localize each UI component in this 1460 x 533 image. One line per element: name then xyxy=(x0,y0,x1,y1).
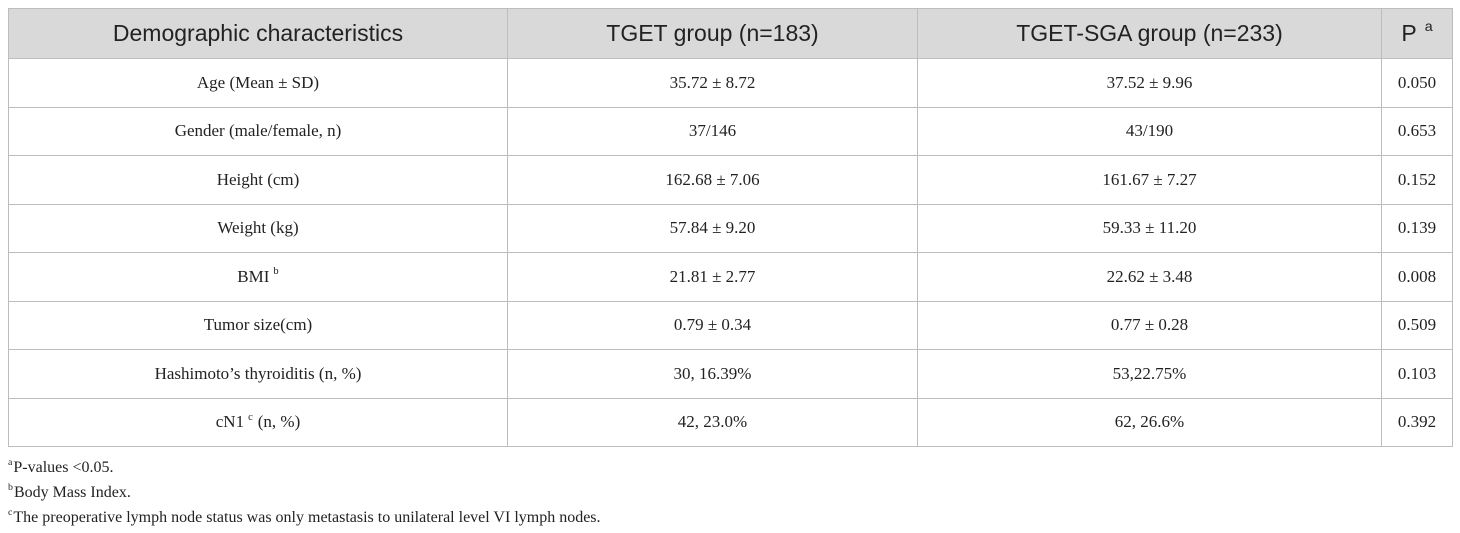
cell: 62, 26.6% xyxy=(917,397,1382,447)
label-text: Tumor size(cm) xyxy=(203,315,313,335)
row-label: Weight (kg) xyxy=(8,203,508,253)
cell: 59.33 ± 11.20 xyxy=(917,203,1382,253)
row-label: BMI b xyxy=(8,252,508,302)
cell: 0.103 xyxy=(1381,349,1453,399)
label-text: Hashimoto’s thyroiditis (n, %) xyxy=(154,363,362,383)
cell: 37/146 xyxy=(507,106,918,156)
cell: 42, 23.0% xyxy=(507,397,918,447)
cell: 162.68 ± 7.06 xyxy=(507,155,918,205)
footnote-text: The preoperative lymph node status was o… xyxy=(13,509,601,526)
header-cell: TGET group (n=183) xyxy=(507,8,918,59)
table-row: cN1 c (n, %) 42, 23.0% 62, 26.6% 0.392 xyxy=(8,397,1453,447)
row-label: Hashimoto’s thyroiditis (n, %) xyxy=(8,349,508,399)
cell: 0.653 xyxy=(1381,106,1453,156)
label-text: cN1 xyxy=(215,412,245,432)
table-row: Age (Mean ± SD) 35.72 ± 8.72 37.52 ± 9.96 0… xyxy=(8,58,1453,108)
superscript: c xyxy=(248,411,253,423)
row-label: Gender (male/female, n) xyxy=(8,106,508,156)
footnote-mark: a xyxy=(8,457,13,469)
cell: 0.050 xyxy=(1381,58,1453,108)
header-text: TGET-SGA group (n=233) xyxy=(1016,20,1283,46)
footnote: aP-values <0.05. xyxy=(8,455,601,480)
cell: 0.139 xyxy=(1381,203,1453,253)
label-text: Height (cm) xyxy=(216,169,300,189)
table-row: Tumor size(cm) 0.79 ± 0.34 0.77 ± 0.28 0.50… xyxy=(8,300,1453,350)
cell: 0.152 xyxy=(1381,155,1453,205)
cell: 0.392 xyxy=(1381,397,1453,447)
table: Demographic characteristics TGET group (n… xyxy=(8,8,1453,447)
table-row: BMI b 21.81 ± 2.77 22.62 ± 3.48 0.008 xyxy=(8,252,1453,302)
cell: 35.72 ± 8.72 xyxy=(507,58,918,108)
footnote-mark: c xyxy=(8,507,13,519)
label-text: Gender (male/female, n) xyxy=(174,121,342,141)
header-cell: Demographic characteristics xyxy=(8,8,508,59)
header-text: TGET group (n=183) xyxy=(606,20,819,46)
cell: 43/190 xyxy=(917,106,1382,156)
cell: 161.67 ± 7.27 xyxy=(917,155,1382,205)
cell: 0.008 xyxy=(1381,252,1453,302)
row-label: Height (cm) xyxy=(8,155,508,205)
superscript: a xyxy=(1424,19,1433,36)
label-text-suffix: (n, %) xyxy=(257,412,301,432)
cell: 0.509 xyxy=(1381,300,1453,350)
footnote-text: P-values <0.05. xyxy=(13,459,114,476)
table-body: Age (Mean ± SD) 35.72 ± 8.72 37.52 ± 9.96 0… xyxy=(8,58,1453,447)
cell: 53,22.75% xyxy=(917,349,1382,399)
row-label: Age (Mean ± SD) xyxy=(8,58,508,108)
header-row: Demographic characteristics TGET group (n… xyxy=(8,8,1453,59)
footnote: bBody Mass Index. xyxy=(8,480,601,505)
footnote-mark: b xyxy=(8,482,13,494)
table-row: Weight (kg) 57.84 ± 9.20 59.33 ± 11.20 0.13… xyxy=(8,203,1453,253)
cell: 37.52 ± 9.96 xyxy=(917,58,1382,108)
footnotes: aP-values <0.05. bBody Mass Index. cThe pr… xyxy=(8,455,601,530)
superscript: b xyxy=(273,266,279,278)
row-label: cN1 c (n, %) xyxy=(8,397,508,447)
label-text: Age (Mean ± SD) xyxy=(196,72,320,92)
cell: 57.84 ± 9.20 xyxy=(507,203,918,253)
cell: 30, 16.39% xyxy=(507,349,918,399)
footnote-text: Body Mass Index. xyxy=(13,484,131,501)
cell: 0.77 ± 0.28 xyxy=(917,300,1382,350)
label-text: Weight (kg) xyxy=(217,218,299,238)
cell: 0.79 ± 0.34 xyxy=(507,300,918,350)
cell: 22.62 ± 3.48 xyxy=(917,252,1382,302)
table-row: Height (cm) 162.68 ± 7.06 161.67 ± 7.27 0.1… xyxy=(8,155,1453,205)
footnote: cThe preoperative lymph node status was … xyxy=(8,505,601,530)
table-row: Gender (male/female, n) 37/146 43/190 0.653 xyxy=(8,106,1453,156)
cell: 21.81 ± 2.77 xyxy=(507,252,918,302)
header-text: P xyxy=(1401,20,1417,46)
label-text: BMI xyxy=(237,266,270,286)
header-cell: TGET-SGA group (n=233) xyxy=(917,8,1382,59)
row-label: Tumor size(cm) xyxy=(8,300,508,350)
table-row: Hashimoto’s thyroiditis (n, %) 30, 16.39%… xyxy=(8,349,1453,399)
header-text: Demographic characteristics xyxy=(112,20,404,46)
